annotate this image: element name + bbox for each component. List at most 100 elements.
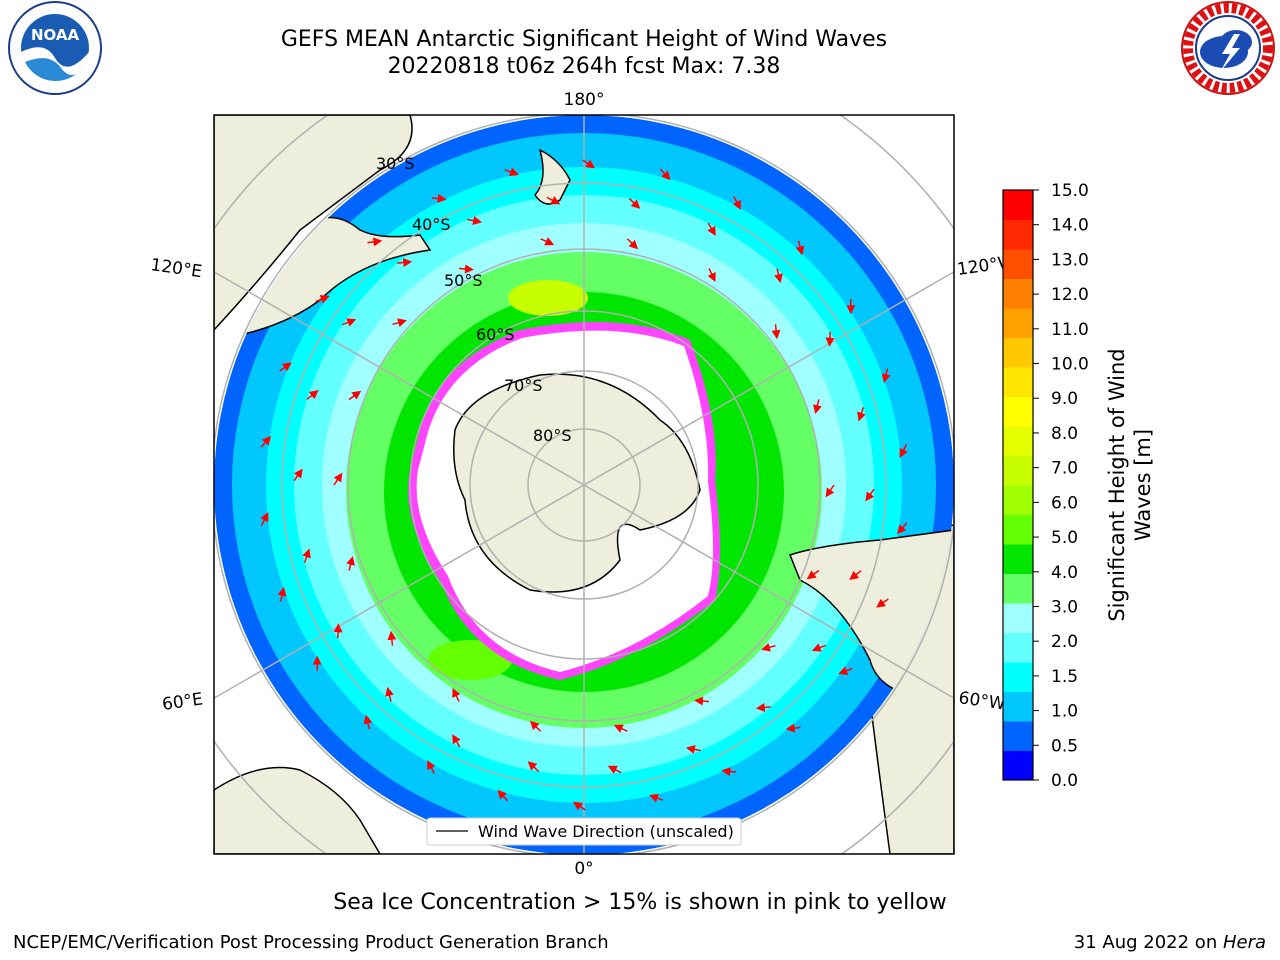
wind-wave-arrow (896, 522, 908, 535)
wind-wave-arrow (582, 159, 596, 169)
lat-label-80s: 80°S (533, 426, 572, 445)
legend-label: Wind Wave Direction (unscaled) (478, 822, 734, 841)
colorbar-band (1003, 249, 1033, 279)
footer-machine: Hera (1222, 932, 1266, 953)
map-legend: Wind Wave Direction (unscaled) (426, 817, 742, 846)
colorbar-band (1003, 750, 1033, 781)
wind-wave-arrow (333, 472, 343, 486)
colorbar-band (1003, 662, 1033, 692)
chart-subtitle: 20220818 t06z 264h fcst Max: 7.38 (387, 54, 781, 79)
wind-wave-arrow (342, 318, 357, 327)
wind-wave-arrow (795, 240, 805, 256)
wind-wave-arrow (881, 368, 891, 384)
wind-wave-arrow (293, 468, 303, 482)
national-weather-service-logo (1181, 1, 1275, 95)
colorbar-tick-label: 1.5 (1051, 667, 1078, 687)
wind-wave-arrow (546, 196, 561, 205)
wind-wave-arrow (694, 696, 710, 706)
wind-wave-arrow (607, 765, 622, 774)
lat-label-40s: 40°S (412, 215, 451, 234)
wind-wave-arrow (467, 216, 483, 226)
wind-wave-arrow (348, 390, 362, 401)
noaa-logo-text: NOAA (31, 26, 80, 44)
wind-wave-arrow (397, 258, 413, 268)
colorbar-band (1003, 190, 1033, 220)
colorbar-tick-label: 9.0 (1051, 389, 1078, 409)
wind-wave-arrow (452, 734, 461, 748)
wind-wave-arrow (811, 643, 826, 652)
colorbar-band (1003, 426, 1033, 456)
wind-wave-arrow (761, 642, 776, 652)
colorbar-band (1003, 278, 1033, 309)
colorbar-band (1003, 721, 1033, 751)
lon-label-180: 180° (564, 90, 605, 110)
colorbar-tick-label: 14.0 (1051, 216, 1089, 236)
colorbar-band (1003, 544, 1033, 574)
colorbar-band (1003, 337, 1033, 368)
wind-wave-arrow (626, 238, 639, 250)
wave-high-region (428, 640, 512, 680)
lat-label-60s: 60°S (476, 325, 515, 344)
wind-wave-arrow (857, 407, 866, 422)
wave-max-region (508, 280, 588, 316)
colorbar-band (1003, 455, 1033, 486)
wind-wave-arrow (458, 264, 474, 274)
map-frame (213, 114, 955, 855)
colorbar-tick-label: 10.0 (1051, 355, 1089, 375)
sea-ice-caption: Sea Ice Concentration > 15% is shown in … (333, 890, 947, 915)
wind-wave-arrow (838, 666, 853, 675)
colorbar-tick-label: 4.0 (1051, 563, 1078, 583)
colorbar-tick-label: 12.0 (1051, 285, 1089, 305)
colorbar-band (1003, 514, 1033, 545)
wind-wave-arrow (302, 548, 311, 563)
colorbar-band (1003, 632, 1033, 663)
lat-label-30s: 30°S (376, 154, 415, 173)
wind-wave-arrow (825, 331, 835, 347)
colorbar-band (1003, 396, 1033, 427)
wind-wave-arrow (825, 484, 835, 498)
wind-wave-arrow (899, 444, 908, 458)
wind-wave-arrow (813, 399, 822, 415)
colorbar-tick-label: 11.0 (1051, 320, 1089, 340)
wind-wave-arrow (260, 512, 269, 526)
wind-wave-arrow (306, 389, 319, 400)
wind-wave-arrow (685, 744, 701, 754)
graticule (214, 115, 954, 854)
footer-date-text: 31 Aug 2022 on (1073, 932, 1223, 953)
wind-wave-arrow (732, 196, 741, 210)
wind-wave-arrow (367, 237, 383, 247)
lon-label-0: 0° (574, 859, 593, 879)
wind-wave-arrow (277, 586, 287, 602)
colorbar-tick-label: 1.0 (1051, 702, 1078, 722)
lon-label-60e: 60°E (161, 689, 204, 714)
antarctica-landmass (453, 373, 701, 593)
wind-wave-arrow (452, 687, 461, 702)
wind-wave-arrow (707, 222, 716, 236)
colorbar-band (1003, 485, 1033, 515)
wind-wave-arrow (572, 801, 586, 811)
wind-wave-arrow (387, 630, 397, 646)
wind-wave-arrow (755, 702, 771, 712)
lat-label-70s: 70°S (504, 376, 543, 395)
colorbar-tick-label: 8.0 (1051, 424, 1078, 444)
colorbar-band (1003, 603, 1033, 633)
colorbar-band (1003, 367, 1033, 397)
colorbar-title-line1: Significant Height of Wind (1105, 348, 1129, 621)
wind-wave-arrow (527, 761, 540, 772)
colorbar-tick-label: 0.0 (1051, 771, 1078, 791)
colorbar-tick-label: 0.5 (1051, 736, 1078, 756)
lon-label-60w: 60°W (957, 688, 1006, 714)
wind-wave-arrow (431, 194, 447, 204)
colorbar-tick-label: 15.0 (1051, 181, 1089, 201)
wind-wave-arrows (260, 159, 908, 811)
wind-wave-arrow (497, 789, 509, 802)
wind-wave-arrow (806, 569, 820, 580)
wind-wave-arrow (260, 435, 272, 448)
wind-wave-arrow (315, 295, 330, 304)
new-zealand-landmass (534, 148, 571, 205)
colorbar-band (1003, 219, 1033, 250)
wind-wave-arrow (279, 362, 292, 372)
wind-wave-arrow (427, 760, 436, 774)
wind-wave-arrow (876, 598, 889, 608)
colorbar-band (1003, 573, 1033, 604)
